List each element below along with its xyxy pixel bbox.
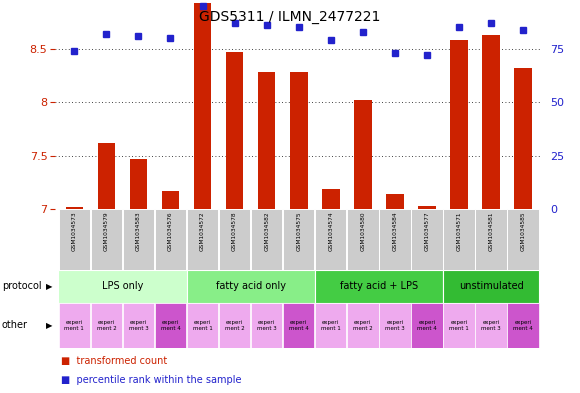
Text: unstimulated: unstimulated <box>459 281 523 292</box>
Bar <box>482 35 500 209</box>
Bar <box>59 209 90 270</box>
Text: GSM1034577: GSM1034577 <box>425 211 429 251</box>
Bar <box>354 100 372 209</box>
Text: experi
ment 1: experi ment 1 <box>321 320 340 331</box>
Text: experi
ment 1: experi ment 1 <box>64 320 84 331</box>
Bar <box>219 303 251 348</box>
Bar <box>411 209 443 270</box>
Text: ■  transformed count: ■ transformed count <box>61 356 167 366</box>
Bar <box>155 303 186 348</box>
Text: experi
ment 4: experi ment 4 <box>513 320 533 331</box>
Text: experi
ment 2: experi ment 2 <box>96 320 116 331</box>
Bar <box>251 209 282 270</box>
Text: other: other <box>2 320 28 330</box>
Text: GSM1034582: GSM1034582 <box>264 211 269 251</box>
Bar <box>59 270 187 303</box>
Text: fatty acid only: fatty acid only <box>216 281 285 292</box>
Bar <box>251 303 282 348</box>
Bar <box>155 209 186 270</box>
Bar <box>90 303 122 348</box>
Text: experi
ment 2: experi ment 2 <box>353 320 373 331</box>
Bar <box>443 209 474 270</box>
Bar <box>123 303 154 348</box>
Bar <box>187 303 218 348</box>
Text: GSM1034571: GSM1034571 <box>456 211 462 251</box>
Text: experi
ment 3: experi ment 3 <box>129 320 148 331</box>
Bar <box>347 303 379 348</box>
Bar <box>315 303 346 348</box>
Bar <box>226 52 244 209</box>
Bar <box>443 303 474 348</box>
Bar <box>379 303 411 348</box>
Bar <box>450 40 468 209</box>
Text: protocol: protocol <box>2 281 41 292</box>
Bar <box>59 303 90 348</box>
Text: GSM1034584: GSM1034584 <box>392 211 397 251</box>
Text: GDS5311 / ILMN_2477221: GDS5311 / ILMN_2477221 <box>200 10 380 24</box>
Text: GSM1034576: GSM1034576 <box>168 211 173 251</box>
Bar <box>194 3 211 209</box>
Bar <box>219 209 251 270</box>
Text: experi
ment 4: experi ment 4 <box>417 320 437 331</box>
Text: experi
ment 1: experi ment 1 <box>449 320 469 331</box>
Text: experi
ment 4: experi ment 4 <box>289 320 309 331</box>
Bar <box>315 270 443 303</box>
Text: GSM1034573: GSM1034573 <box>72 211 77 251</box>
Text: experi
ment 4: experi ment 4 <box>161 320 180 331</box>
Bar <box>411 303 443 348</box>
Text: GSM1034585: GSM1034585 <box>521 211 525 251</box>
Bar <box>347 209 379 270</box>
Text: LPS only: LPS only <box>102 281 143 292</box>
Bar <box>258 72 276 209</box>
Bar <box>476 303 507 348</box>
Bar <box>514 68 532 209</box>
Text: GSM1034579: GSM1034579 <box>104 211 109 251</box>
Text: GSM1034574: GSM1034574 <box>328 211 334 251</box>
Bar <box>162 191 179 209</box>
Text: experi
ment 3: experi ment 3 <box>385 320 405 331</box>
Text: ■  percentile rank within the sample: ■ percentile rank within the sample <box>61 375 241 386</box>
Bar <box>290 72 307 209</box>
Bar <box>90 209 122 270</box>
Bar <box>66 208 83 209</box>
Bar <box>283 303 314 348</box>
Bar <box>443 270 539 303</box>
Text: GSM1034572: GSM1034572 <box>200 211 205 251</box>
Text: GSM1034575: GSM1034575 <box>296 211 301 251</box>
Text: GSM1034578: GSM1034578 <box>232 211 237 251</box>
Text: ▶: ▶ <box>46 282 52 291</box>
Bar <box>386 195 404 209</box>
Bar <box>476 209 507 270</box>
Bar <box>418 206 436 209</box>
Bar <box>322 189 339 209</box>
Text: experi
ment 2: experi ment 2 <box>224 320 244 331</box>
Bar <box>508 303 539 348</box>
Text: experi
ment 3: experi ment 3 <box>481 320 501 331</box>
Bar <box>283 209 314 270</box>
Bar <box>97 143 115 209</box>
Text: GSM1034580: GSM1034580 <box>360 211 365 251</box>
Text: fatty acid + LPS: fatty acid + LPS <box>340 281 418 292</box>
Bar <box>129 159 147 209</box>
Bar <box>187 209 218 270</box>
Text: GSM1034583: GSM1034583 <box>136 211 141 251</box>
Bar <box>187 270 315 303</box>
Bar <box>379 209 411 270</box>
Text: ▶: ▶ <box>46 321 52 330</box>
Bar <box>315 209 346 270</box>
Text: experi
ment 3: experi ment 3 <box>257 320 277 331</box>
Bar <box>508 209 539 270</box>
Bar <box>123 209 154 270</box>
Text: GSM1034581: GSM1034581 <box>488 211 494 251</box>
Text: experi
ment 1: experi ment 1 <box>193 320 212 331</box>
